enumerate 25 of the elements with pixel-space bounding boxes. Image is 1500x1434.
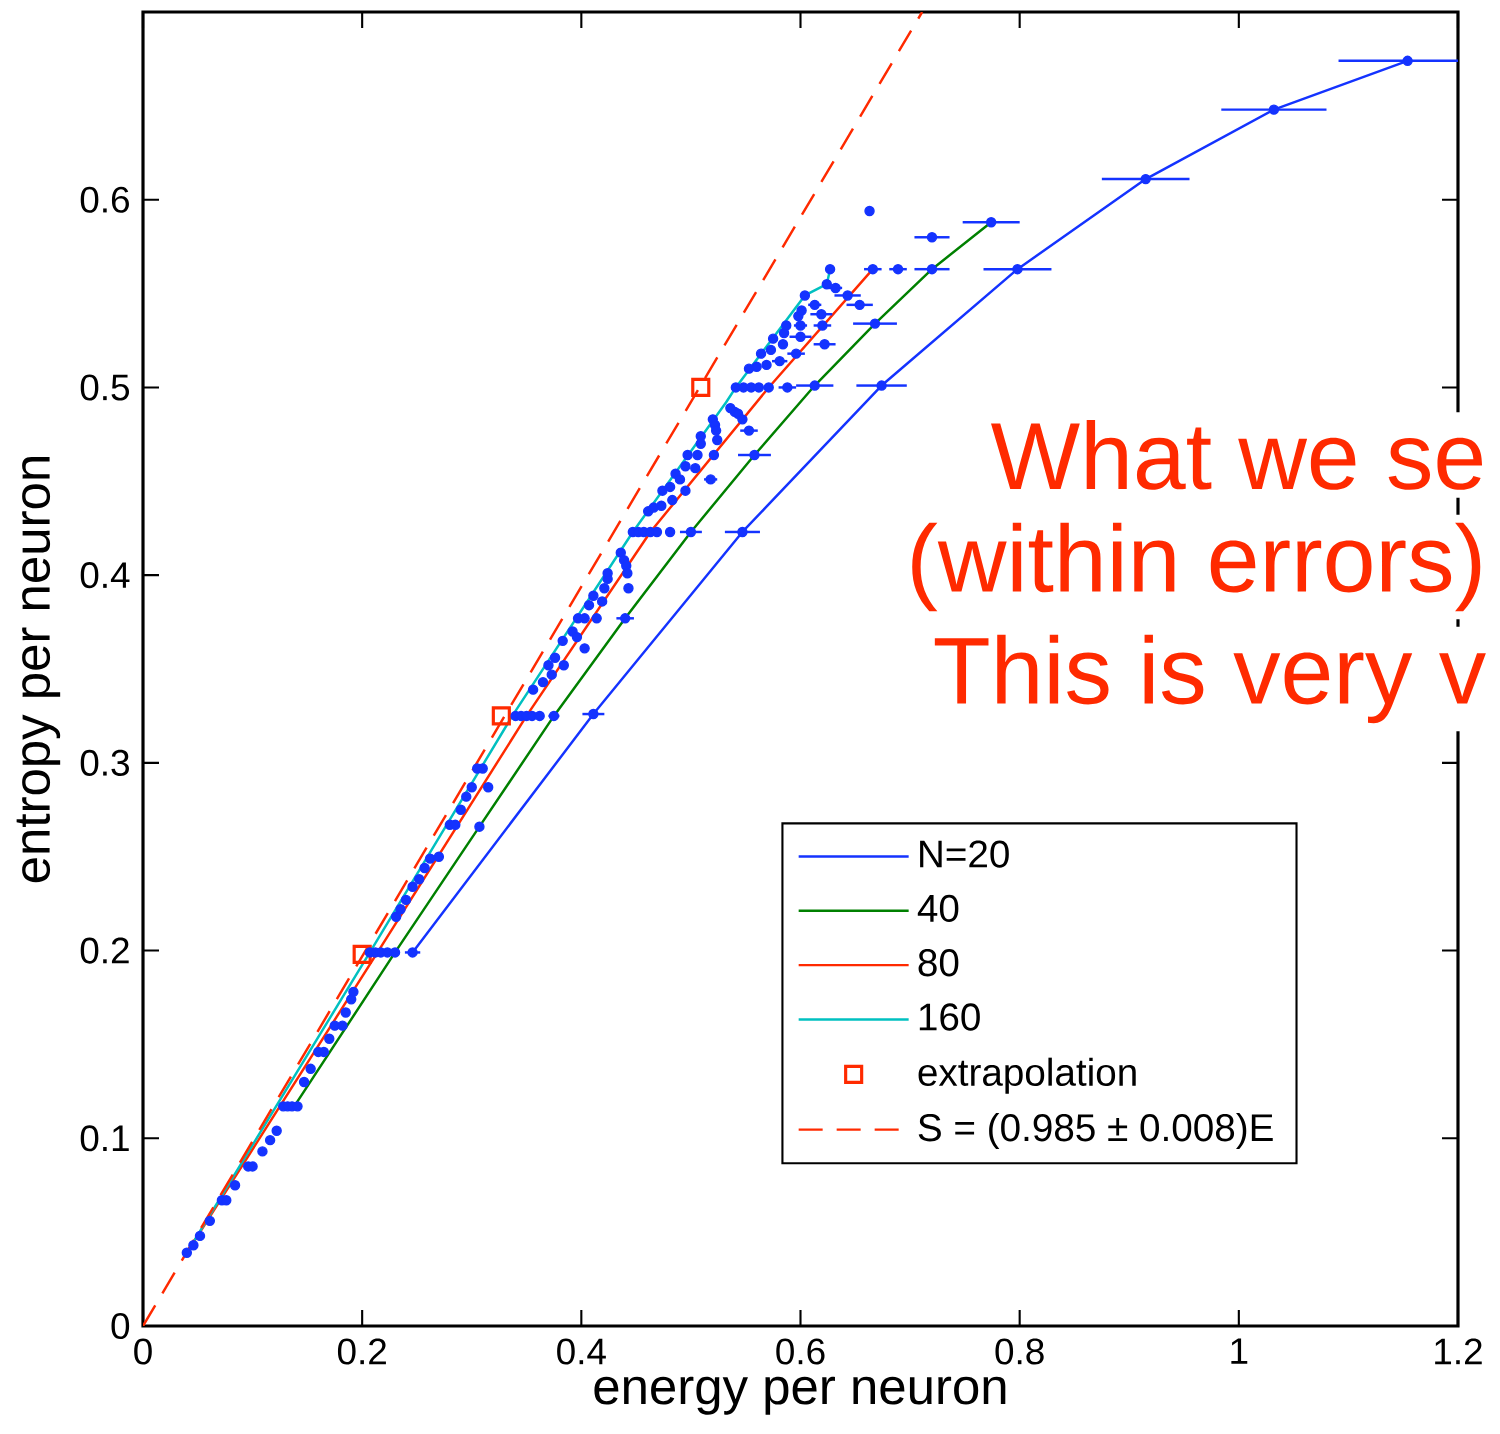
legend-label: N=20	[920, 840, 1009, 868]
x-tick-label: 1	[1231, 1338, 1248, 1364]
annotation: What we se	[991, 420, 1482, 490]
legend-label: 160	[919, 1003, 980, 1031]
x-tick-label: 0.6	[776, 1338, 825, 1365]
x-axis-title: energy per neuron	[594, 1376, 1006, 1415]
x-tick-label: 1.2	[1435, 1338, 1482, 1365]
x-tick-label: 0.8	[995, 1338, 1044, 1365]
y-tick-label: 0.6	[80, 186, 129, 213]
annotation: (within errors)	[912, 522, 1481, 612]
x-tick-label: 0.4	[557, 1338, 606, 1365]
legend-label: extrapolation	[918, 1057, 1136, 1094]
y-tick-label: 0.5	[80, 374, 130, 401]
y-tick-label: 0.4	[80, 562, 130, 589]
annotation: This is very v	[934, 634, 1486, 724]
y-tick-label: 0.2	[80, 937, 129, 964]
y-tick-label: 0.3	[80, 749, 129, 776]
legend-label: S = (0.985 ± 0.008)E	[918, 1113, 1273, 1149]
y-tick-label: 0.1	[80, 1125, 129, 1152]
legend-label: 40	[917, 894, 959, 923]
x-tick-label: 0.2	[337, 1338, 386, 1365]
legend-label: 80	[918, 949, 959, 977]
y-axis-title: entropy per neuron	[16, 457, 61, 883]
x-tick-label: 0	[134, 1338, 152, 1365]
y-tick-label: 0	[111, 1312, 130, 1340]
